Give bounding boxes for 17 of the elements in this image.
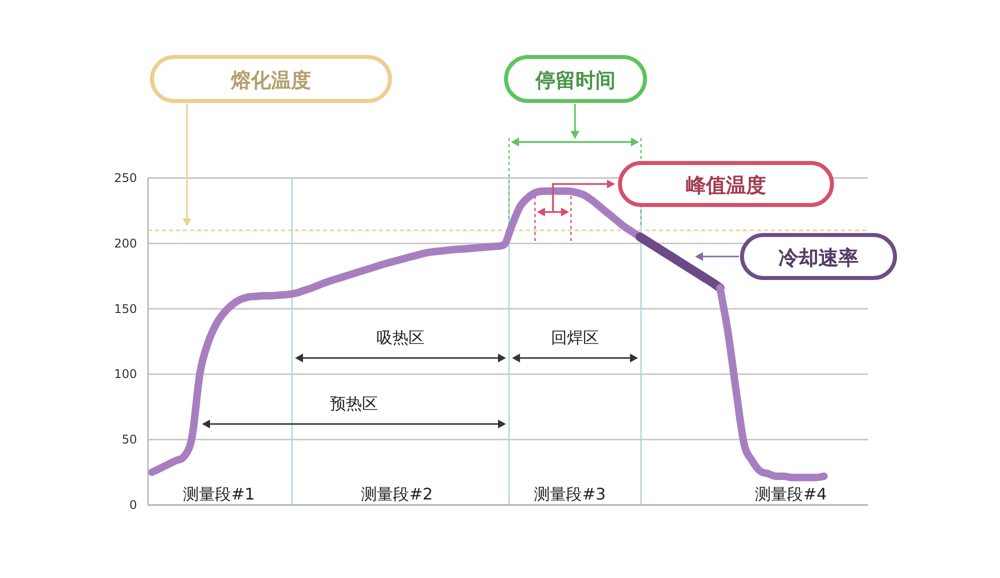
annotation: 测量段#4 [755,484,827,504]
annotation: 峰值温度 [686,173,766,197]
y-tick-label: 50 [122,432,137,447]
annotation: 回焊区 [551,328,599,347]
text: 停留时间 [534,68,616,92]
annotation: 吸热区 [376,328,424,347]
y-tick-label: 150 [114,302,137,316]
annotation: 测量段#2 [361,484,433,504]
y-tick-label: 250 [114,171,137,185]
annotation: 预热区 [330,394,378,413]
text: 熔化温度 [230,68,311,92]
y-tick-label: 100 [114,367,137,382]
annotation: 测量段#3 [534,484,606,504]
y-tick-label: 0 [129,498,137,512]
annotation: 测量段#1 [183,484,255,504]
y-tick-label: 200 [114,236,137,250]
annotation: 冷却速率 [778,246,858,270]
